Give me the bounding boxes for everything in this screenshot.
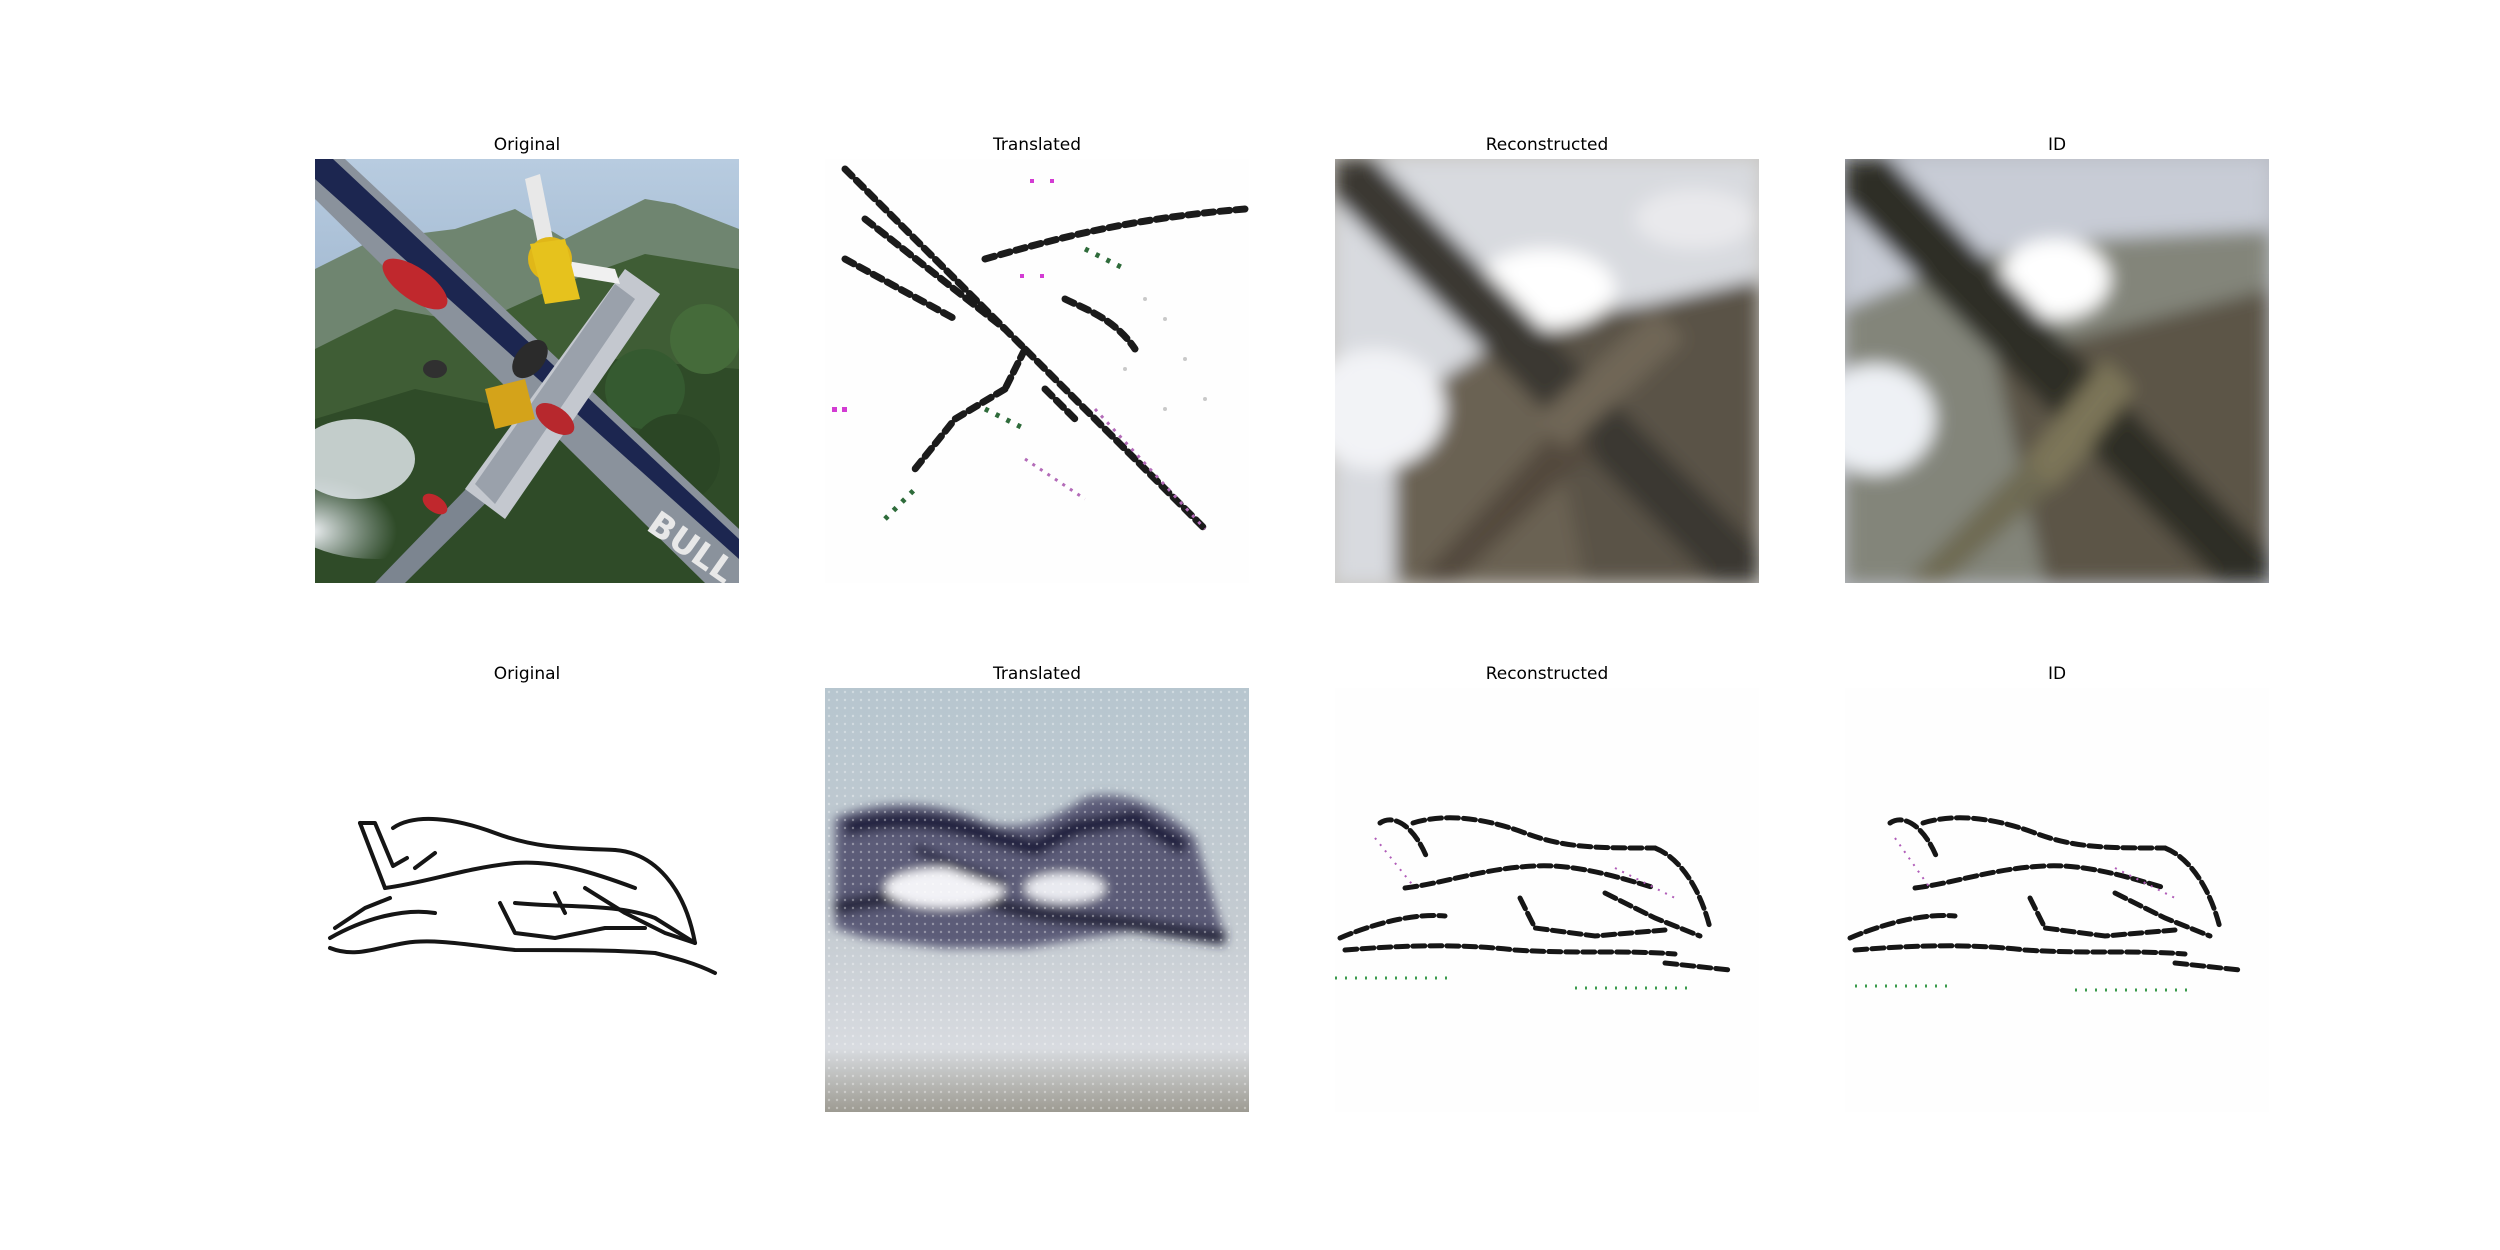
- reconstructed-photo-panel: [1335, 159, 1759, 583]
- airplane-photo-image: BULL: [315, 159, 739, 583]
- original-photo-panel: BULL: [315, 159, 739, 583]
- id-sketch-image: [1845, 688, 2269, 1112]
- panel-title-reconstructed-1: Reconstructed: [1485, 135, 1609, 155]
- id-photo-panel: [1845, 159, 2269, 583]
- original-sketch-panel: [315, 688, 739, 1112]
- translated-sketch-panel: [825, 159, 1249, 583]
- panel-title-id-2: ID: [2047, 664, 2067, 684]
- reconstructed-sketch-panel: [1335, 688, 1759, 1112]
- reconstructed-photo-image: [1335, 159, 1759, 583]
- id-sketch-panel: [1845, 688, 2269, 1112]
- panel-title-original-2: Original: [493, 664, 561, 684]
- panel-title-reconstructed-2: Reconstructed: [1485, 664, 1609, 684]
- translated-sketch-image: [825, 159, 1249, 583]
- id-photo-image: [1845, 159, 2269, 583]
- panel-title-translated-2: Translated: [993, 664, 1081, 684]
- panel-title-original-1: Original: [493, 135, 561, 155]
- airplane-sketch-image: [315, 688, 739, 1112]
- panel-title-translated-1: Translated: [993, 135, 1081, 155]
- translated-photo-image: [825, 688, 1249, 1112]
- translated-photo-panel: [825, 688, 1249, 1112]
- reconstructed-sketch-image: [1335, 688, 1759, 1112]
- panel-title-id-1: ID: [2047, 135, 2067, 155]
